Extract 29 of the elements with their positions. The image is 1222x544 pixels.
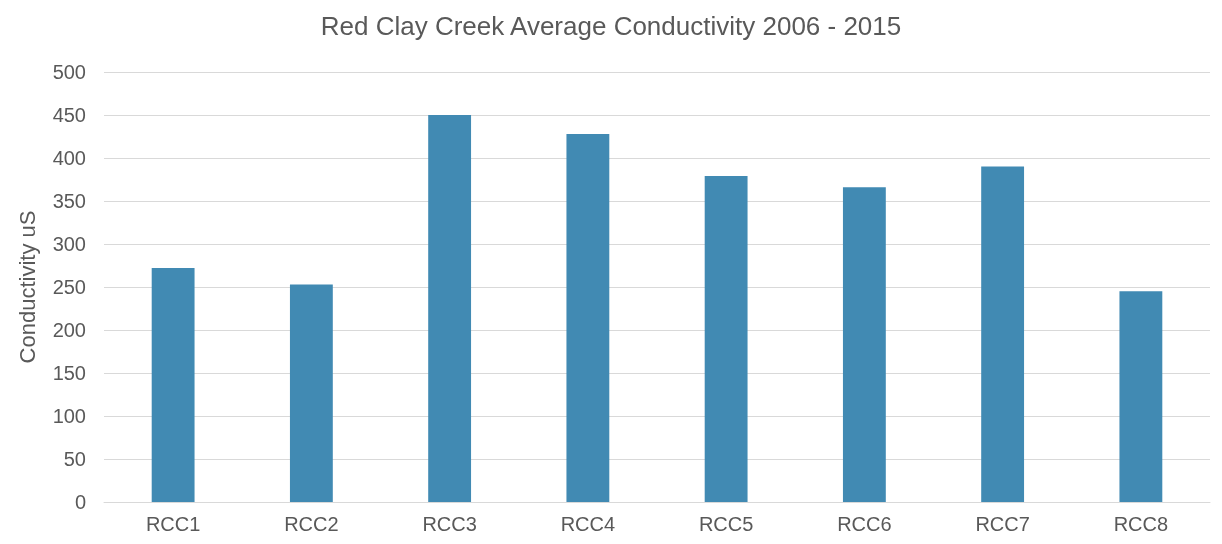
bar — [1119, 291, 1163, 502]
x-tick-label: RCC8 — [1113, 513, 1169, 535]
chart-title: Red Clay Creek Average Conductivity 2006 - 2015 — [320, 11, 902, 41]
x-tick-label: RCC4 — [560, 513, 616, 535]
bar — [289, 284, 333, 502]
y-tick-label: 0 — [74, 491, 86, 513]
bar — [704, 176, 748, 502]
y-tick-label: 500 — [52, 61, 86, 83]
bar — [842, 187, 886, 502]
y-tick-label: 300 — [52, 233, 86, 255]
bar — [981, 166, 1025, 502]
y-axis-title: Conductivity uS — [14, 210, 40, 364]
bar — [428, 115, 472, 502]
x-tick-label: RCC5 — [698, 513, 754, 535]
x-tick-label: RCC2 — [284, 513, 339, 535]
y-tick-label: 200 — [52, 319, 86, 341]
x-tick-label: RCC1 — [145, 513, 201, 535]
x-tick-label: RCC6 — [837, 513, 892, 535]
bar — [151, 268, 195, 502]
y-tick-label: 450 — [52, 104, 86, 126]
y-tick-label: 50 — [63, 448, 86, 470]
y-tick-label: 150 — [52, 362, 86, 384]
y-tick-label: 350 — [52, 190, 86, 212]
y-tick-label: 100 — [52, 405, 86, 427]
bar — [566, 133, 610, 502]
y-tick-label: 250 — [52, 276, 86, 298]
y-tick-label: 400 — [52, 147, 86, 169]
x-tick-label: RCC7 — [975, 513, 1030, 535]
x-tick-label: RCC3 — [422, 513, 477, 535]
